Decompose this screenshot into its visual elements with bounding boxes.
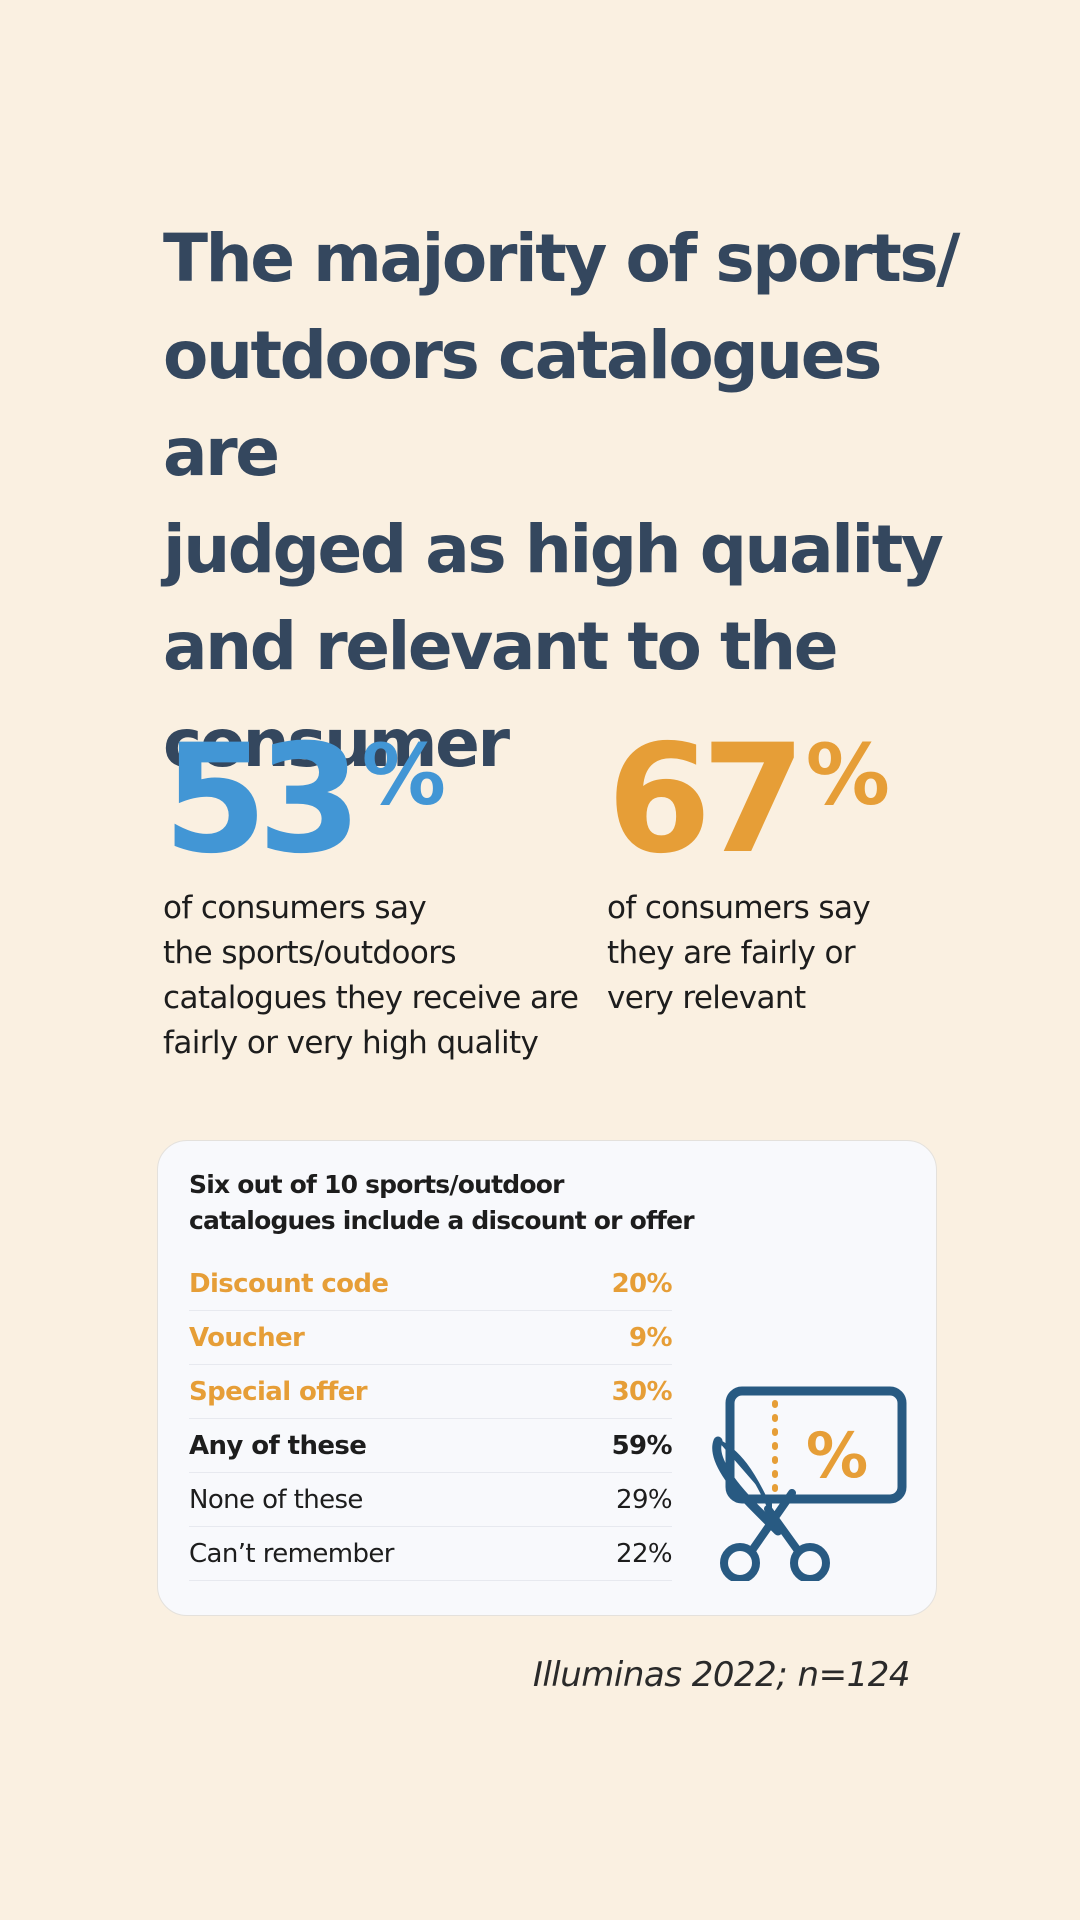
row-label: Can’t remember [189, 1538, 394, 1569]
headline-line: outdoors catalogues are [163, 317, 882, 491]
headline-line: judged as high quality [163, 511, 944, 588]
table-row: Can’t remember 22% [189, 1527, 673, 1581]
headline-line: The majority of sports/ [163, 220, 960, 297]
row-label: Any of these [189, 1430, 367, 1461]
row-value: 29% [616, 1484, 673, 1515]
stat-description-line: of consumers say [163, 890, 427, 926]
table-row: Any of these 59% [189, 1419, 673, 1473]
source-citation: Illuminas 2022; n=124 [532, 1655, 911, 1695]
headline-line: consumer [163, 705, 510, 782]
table-row: None of these 29% [189, 1473, 673, 1527]
card-title: Six out of 10 sports/outdoor catalogues … [189, 1167, 749, 1239]
stat-description: of consumers say they are fairly or very… [607, 886, 1027, 1021]
row-value: 22% [616, 1538, 673, 1569]
stat-figure: 67 % [607, 720, 1027, 880]
stat-description-line: catalogues they receive are [163, 980, 579, 1016]
row-label: Discount code [189, 1268, 389, 1299]
stat-percent-sign: % [805, 726, 890, 824]
row-label: None of these [189, 1484, 363, 1515]
stat-description-line: fairly or very high quality [163, 1025, 539, 1061]
row-value: 59% [611, 1430, 673, 1461]
card-title-line: Six out of 10 sports/outdoor [189, 1170, 564, 1199]
row-label: Special offer [189, 1376, 368, 1407]
stat-quality: 53 % of consumers say the sports/outdoor… [163, 720, 583, 1066]
stat-description-line: very relevant [607, 980, 806, 1016]
stat-description-line: they are fairly or [607, 935, 856, 971]
table-row: Special offer 30% [189, 1365, 673, 1419]
stat-description-line: the sports/outdoors [163, 935, 457, 971]
stat-figure: 53 % [163, 720, 583, 880]
offers-card: Six out of 10 sports/outdoor catalogues … [157, 1140, 937, 1616]
svg-text:%: % [806, 1419, 868, 1492]
stat-description-line: of consumers say [607, 890, 871, 926]
stat-value: 67 [607, 713, 806, 887]
coupon-scissors-icon: % [712, 1386, 907, 1581]
row-value: 9% [629, 1322, 673, 1353]
stat-percent-sign: % [361, 726, 446, 824]
row-value: 30% [611, 1376, 673, 1407]
card-title-line: catalogues include a discount or offer [189, 1206, 695, 1235]
headline-line: and relevant to the [163, 608, 838, 685]
table-row: Discount code 20% [189, 1257, 673, 1311]
row-label: Voucher [189, 1322, 305, 1353]
offers-table: Discount code 20% Voucher 9% Special off… [189, 1257, 673, 1581]
stat-value: 53 [163, 713, 362, 887]
headline: The majority of sports/ outdoors catalog… [163, 210, 963, 792]
stat-description: of consumers say the sports/outdoors cat… [163, 886, 583, 1066]
row-value: 20% [611, 1268, 673, 1299]
stat-relevance: 67 % of consumers say they are fairly or… [607, 720, 1027, 1021]
table-row: Voucher 9% [189, 1311, 673, 1365]
